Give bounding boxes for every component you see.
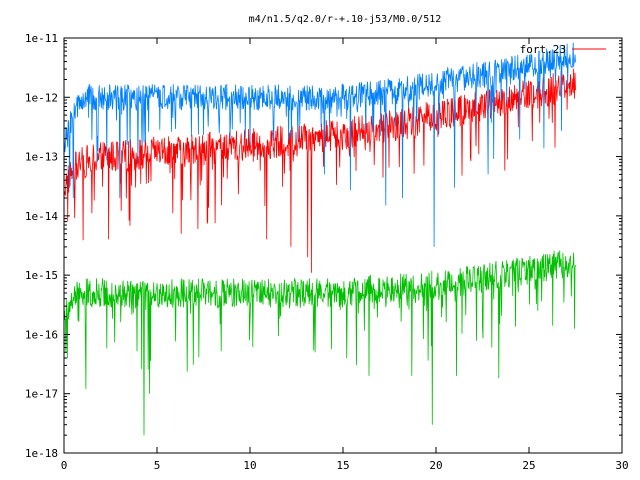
x-tick-label-6: 30	[615, 459, 628, 472]
y-tick-label-1: 1e-17	[25, 388, 58, 401]
y-tick-label-5: 1e-13	[25, 151, 58, 164]
series-layer	[63, 42, 576, 436]
y-tick-label-7: 1e-11	[25, 32, 58, 45]
chart-title: m4/n1.5/q2.0/r-+.10-j53/M0.0/512	[249, 14, 442, 25]
x-tick-label-2: 10	[243, 459, 256, 472]
legend-label: fort.23	[520, 43, 566, 56]
x-tick-label-1: 5	[154, 459, 161, 472]
x-tick-label-3: 15	[336, 459, 349, 472]
legend: fort.23	[520, 43, 606, 56]
y-tick-label-0: 1e-18	[25, 447, 58, 460]
axes-layer: 0 5 10 15 20 25 30 1e-18 1e-17 1e-16 1e-15 1e-14 1e-…	[25, 32, 629, 472]
series-line-2	[63, 250, 576, 436]
x-tick-label-5: 25	[522, 459, 535, 472]
series-line-1	[63, 42, 576, 247]
y-tick-label-4: 1e-14	[25, 210, 58, 223]
x-tick-label-0: 0	[61, 459, 68, 472]
x-tick-label-4: 20	[429, 459, 442, 472]
y-tick-label-3: 1e-15	[25, 269, 58, 282]
y-tick-label-2: 1e-16	[25, 328, 58, 341]
y-tick-label-6: 1e-12	[25, 91, 58, 104]
series-line-0	[63, 68, 576, 273]
